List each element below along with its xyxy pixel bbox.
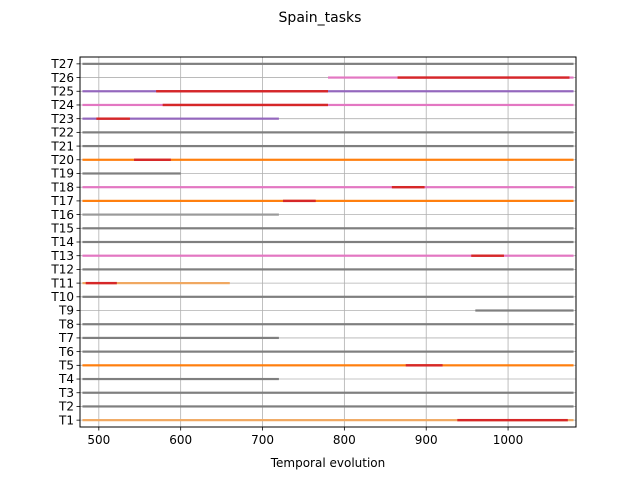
task-bar-segment [82,62,574,65]
y-tick-label: T13 [50,249,74,263]
x-tick-label: 1000 [493,433,524,447]
x-tick-label: 600 [169,433,192,447]
task-bars [82,62,574,422]
chart-title: Spain_tasks [279,10,362,26]
y-tick-label: T7 [58,331,74,345]
y-tick-label: T18 [50,180,74,194]
task-bar-segment [82,117,279,120]
y-tick-label: T4 [58,372,74,386]
y-tick-label: T17 [50,194,74,208]
y-tick-label: T12 [50,263,74,277]
task-bar-segment [82,323,574,326]
task-bar-segment [82,364,574,367]
task-bar-segment [82,419,574,422]
x-tick-label: 800 [333,433,356,447]
task-bar-segment [162,103,328,107]
y-tick-label: T26 [50,71,74,85]
y-tick-label: T14 [50,235,74,249]
task-bar-segment [82,268,574,271]
y-tick-label: T23 [50,112,74,126]
y-tick-label: T1 [58,413,74,427]
task-bar-segment [82,172,181,175]
y-tick-label: T8 [58,317,74,331]
task-bar-segment [82,144,574,148]
task-bar-segment [82,391,574,394]
task-bar-segment [96,117,130,120]
task-bar-segment [82,254,574,257]
y-tick-label: T20 [50,153,74,167]
y-tick-label: T3 [58,386,74,400]
y-axis-ticks: T1T2T3T4T5T6T7T8T9T10T11T12T13T14T15T16T… [50,57,80,427]
task-bar-segment [82,377,279,381]
task-bar-segment [82,336,279,340]
task-bar-segment [82,240,574,244]
task-bar-segment [82,186,574,189]
task-bar-segment [82,199,574,202]
y-tick-label: T2 [58,400,74,414]
task-bar-segment [475,309,574,312]
y-tick-label: T5 [58,359,74,373]
y-tick-label: T6 [58,345,74,359]
y-tick-label: T21 [50,139,74,153]
task-bar-segment [82,350,574,353]
y-tick-label: T9 [58,304,74,318]
y-tick-label: T11 [50,276,74,290]
x-tick-label: 700 [251,433,274,447]
task-bar-segment [82,158,574,161]
task-bar-segment [391,185,425,189]
task-bar-segment [82,282,230,285]
task-bar-segment [471,254,504,257]
task-bar-segment [85,281,117,285]
task-bar-segment [82,295,574,298]
y-tick-label: T10 [50,290,74,304]
x-tick-label: 900 [415,433,438,447]
y-tick-label: T24 [50,98,74,112]
y-tick-label: T16 [50,208,74,222]
task-bar-segment [156,90,328,93]
y-tick-label: T19 [50,167,74,181]
y-tick-label: T25 [50,84,74,98]
y-tick-label: T15 [50,221,74,235]
x-axis-ticks: 500 600 700 800 900 1000 [87,427,523,447]
task-bar-segment [457,418,568,422]
task-bar-segment [405,364,443,367]
task-bar-segment [82,131,574,134]
task-bar-segment [282,199,316,203]
task-bar-segment [134,158,171,161]
y-tick-label: T27 [50,57,74,71]
x-tick-label: 500 [87,433,110,447]
task-bar-segment [82,405,574,408]
task-bar-segment [82,213,279,216]
x-axis-label: Temporal evolution [270,456,386,470]
y-tick-label: T22 [50,126,74,140]
task-bar-segment [397,76,570,79]
task-bar-segment [82,227,574,230]
